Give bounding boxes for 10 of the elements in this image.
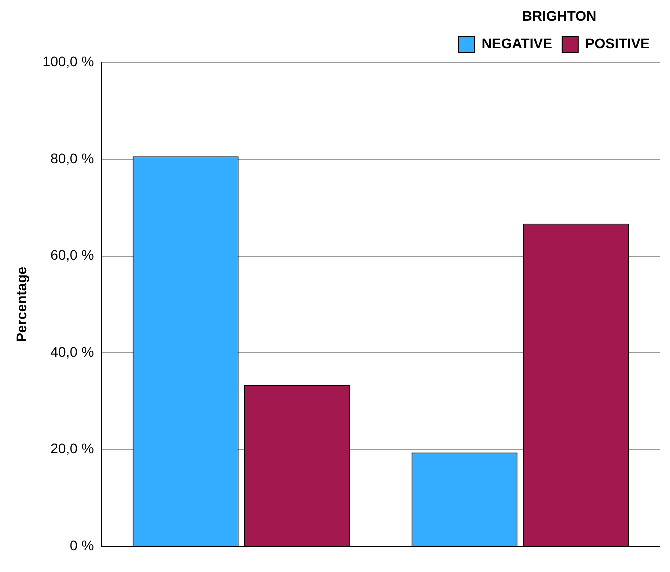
- y-tick-label: 60,0 %: [50, 247, 94, 264]
- y-tick-label: 0 %: [70, 537, 94, 554]
- legend-title: BRIGHTON: [522, 8, 597, 24]
- y-tick-label: 40,0 %: [50, 344, 94, 360]
- y-tick-label: 80,0 %: [50, 150, 94, 166]
- legend-label: POSITIVE: [585, 36, 650, 52]
- legend-label: NEGATIVE: [482, 36, 552, 52]
- y-tick-label: 100,0 %: [42, 54, 94, 70]
- y-tick-label: 20,0 %: [50, 440, 94, 457]
- y-axis-title: Percentage: [13, 266, 30, 342]
